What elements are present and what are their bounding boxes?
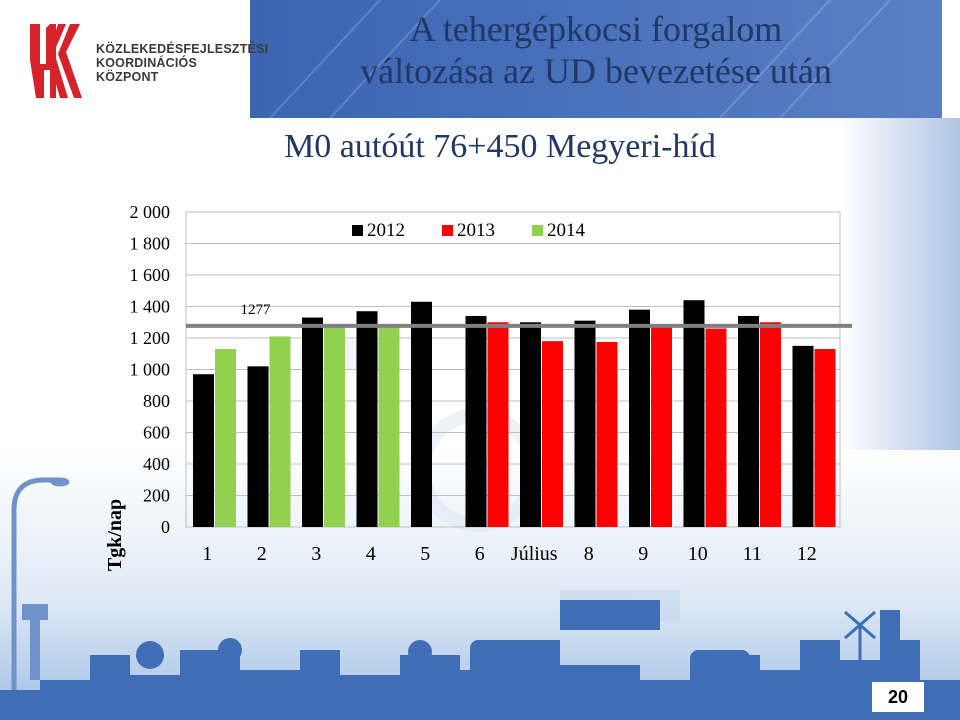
x-tick-label: 6 (475, 543, 485, 565)
y-tick-label: 1 400 (130, 297, 171, 317)
y-tick-label: 600 (143, 423, 170, 443)
logo-wordmark: KÖZLEKEDÉSFEJLESZTÉSI KOORDINÁCIÓS KÖZPO… (96, 42, 268, 84)
bar-2012 (247, 366, 269, 527)
y-tick-label: 1 800 (130, 234, 171, 254)
bar-2013 (596, 341, 618, 527)
skyline-silhouette (0, 600, 960, 720)
y-tick-label: 400 (143, 454, 170, 474)
bar-2014 (269, 336, 291, 527)
logo-line-2: KOORDINÁCIÓS (96, 56, 198, 70)
bar-2012 (574, 320, 596, 527)
chart-grid (185, 211, 841, 528)
bar-2012 (302, 317, 323, 527)
y-axis: 0 200 400 600 800 1 000 1 200 1 400 1 600 1 800 2 … (130, 202, 171, 537)
x-tick-label: 10 (688, 543, 708, 565)
chart-bars (193, 300, 836, 527)
x-tick-label: 12 (797, 543, 817, 565)
x-tick-label: 8 (584, 543, 594, 565)
title-banner (250, 0, 942, 118)
legend-swatch-2014 (532, 225, 543, 236)
x-tick-label: 11 (743, 543, 762, 565)
bar-2012 (465, 315, 487, 527)
y-tick-label: 200 (143, 486, 170, 506)
water-tower-icon (22, 604, 48, 680)
x-tick-label: 3 (311, 543, 321, 565)
bar-2012 (411, 301, 432, 527)
page-number: 20 (872, 682, 924, 712)
legend-label-2012: 2012 (367, 220, 405, 241)
windmill-icon (844, 610, 876, 660)
bar-2013 (814, 349, 836, 527)
y-tick-label: 800 (143, 391, 170, 411)
slide-title-line-2: változása az UD bevezetése után (360, 51, 832, 91)
logo-line-3: KÖZPONT (96, 70, 159, 84)
bar-2012 (629, 309, 650, 527)
bar-2013 (542, 341, 563, 527)
bar-2012 (792, 345, 814, 527)
y-tick-label: 1 600 (130, 265, 171, 285)
bar-2014 (215, 349, 236, 527)
reference-line-group: 1277 (186, 302, 852, 328)
bar-2012 (683, 300, 705, 527)
street-lamp-icon (11, 477, 70, 720)
x-tick-label: 5 (420, 543, 430, 565)
y-axis-label: Tgk/nap (104, 499, 126, 571)
bar-2012 (520, 322, 541, 527)
x-axis: 1 2 3 4 5 6 Július 8 9 10 11 12 (202, 543, 817, 565)
banner-pattern (269, 0, 891, 119)
x-tick-label: 4 (366, 543, 376, 565)
legend-label-2014: 2014 (547, 220, 586, 241)
bar-2012 (193, 374, 214, 527)
bar-2013 (705, 328, 727, 527)
bar-2014 (378, 326, 400, 527)
bar-2012 (738, 315, 759, 527)
x-tick-label: 2 (257, 543, 267, 565)
bar-2013 (760, 322, 781, 527)
legend-label-2013: 2013 (457, 220, 495, 241)
x-tick-label: 9 (638, 543, 648, 565)
x-tick-label: 1 (202, 543, 212, 565)
slide-title: A tehergépkocsi forgalom változása az UD… (250, 8, 942, 92)
bar-2013 (651, 326, 672, 527)
y-tick-label: 0 (161, 517, 170, 537)
kkk-logo-mark-icon (30, 24, 82, 98)
bar-2012 (356, 311, 378, 527)
chart-legend: 2012 2013 2014 (352, 220, 586, 241)
logo: KÖZLEKEDÉSFEJLESZTÉSI KOORDINÁCIÓS KÖZPO… (0, 0, 268, 118)
reference-line-label: 1277 (241, 302, 272, 318)
slide-title-line-1: A tehergépkocsi forgalom (409, 9, 783, 49)
chart-subtitle: M0 autóút 76+450 Megyeri-híd (284, 128, 716, 165)
legend-swatch-2012 (352, 225, 363, 236)
y-tick-label: 2 000 (130, 202, 171, 222)
legend-swatch-2013 (442, 225, 453, 236)
y-tick-label: 1 000 (130, 360, 171, 380)
bar-2013 (487, 322, 509, 527)
x-tick-label: Július (511, 543, 558, 565)
logo-line-1: KÖZLEKEDÉSFEJLESZTÉSI (96, 42, 269, 56)
bar-2014 (324, 326, 345, 527)
y-tick-label: 1 200 (130, 328, 171, 348)
